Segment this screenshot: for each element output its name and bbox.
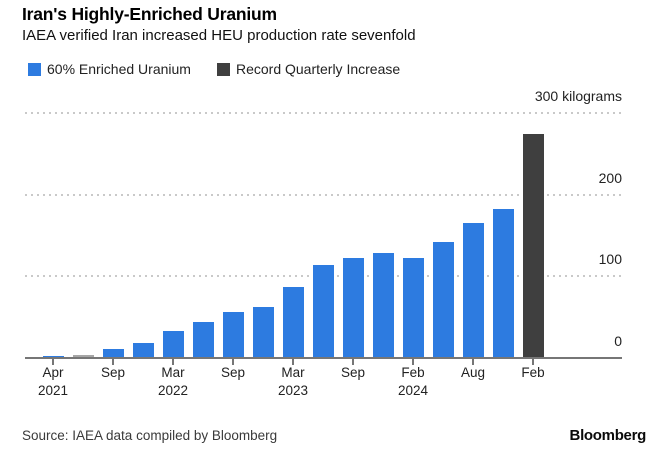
gridline <box>25 112 622 114</box>
bar <box>342 258 364 358</box>
y-axis-label: 200 <box>598 169 622 186</box>
bloomberg-logo: Bloomberg <box>569 427 647 444</box>
bar <box>222 311 244 358</box>
legend-label: 60% Enriched Uranium <box>47 61 191 77</box>
legend: 60% Enriched Uranium Record Quarterly Inc… <box>28 61 400 77</box>
bar <box>252 306 274 358</box>
x-tick-month: Feb <box>401 365 425 380</box>
x-tick-month: Apr <box>42 365 64 380</box>
bar <box>492 209 514 358</box>
bar <box>192 322 214 358</box>
x-tick-month: Mar <box>161 365 185 380</box>
chart-title: Iran's Highly-Enriched Uranium <box>22 4 277 24</box>
x-axis-tick <box>232 358 234 365</box>
x-axis-tick <box>172 358 174 365</box>
legend-item: 60% Enriched Uranium <box>28 61 191 77</box>
legend-label: Record Quarterly Increase <box>235 61 401 77</box>
y-axis-unit-label: 300 kilograms <box>534 88 622 104</box>
source-note: Source: IAEA data compiled by Bloomberg <box>22 428 278 443</box>
bar <box>72 355 94 358</box>
x-tick-year: 2023 <box>277 383 309 398</box>
bar <box>372 253 394 358</box>
chart-subtitle: IAEA verified Iran increased HEU product… <box>22 27 416 44</box>
x-tick-month: Sep <box>100 365 126 380</box>
x-axis-tick <box>52 358 54 365</box>
legend-swatch-icon <box>28 62 41 76</box>
gridline <box>25 193 622 196</box>
x-axis-tick <box>472 358 474 365</box>
x-tick-month: Sep <box>220 365 246 380</box>
bar <box>312 264 334 358</box>
bar <box>522 134 544 358</box>
x-axis-tick <box>112 358 114 365</box>
bar <box>432 241 454 358</box>
y-axis-label: 100 <box>598 251 622 267</box>
x-tick-year: 2024 <box>397 383 429 398</box>
y-axis-label: 0 <box>614 332 622 349</box>
x-axis-tick <box>412 358 414 365</box>
x-tick-month: Mar <box>281 365 305 380</box>
bar <box>282 286 304 358</box>
x-tick-year: 2021 <box>37 383 69 398</box>
x-tick-month: Aug <box>460 365 486 380</box>
bar <box>132 342 154 358</box>
x-tick-month: Feb <box>521 365 545 380</box>
legend-item: Record Quarterly Increase <box>216 61 401 77</box>
bar <box>42 355 64 358</box>
bar <box>162 330 184 358</box>
bar <box>402 258 424 358</box>
bar <box>462 223 484 358</box>
x-axis-tick <box>532 358 534 365</box>
x-tick-month: Sep <box>340 365 366 380</box>
bar <box>102 349 124 358</box>
legend-swatch-icon <box>216 62 230 76</box>
x-axis-tick <box>352 358 354 365</box>
x-tick-year: 2022 <box>157 383 189 398</box>
x-axis-line <box>25 356 622 359</box>
x-axis-tick <box>292 358 294 365</box>
